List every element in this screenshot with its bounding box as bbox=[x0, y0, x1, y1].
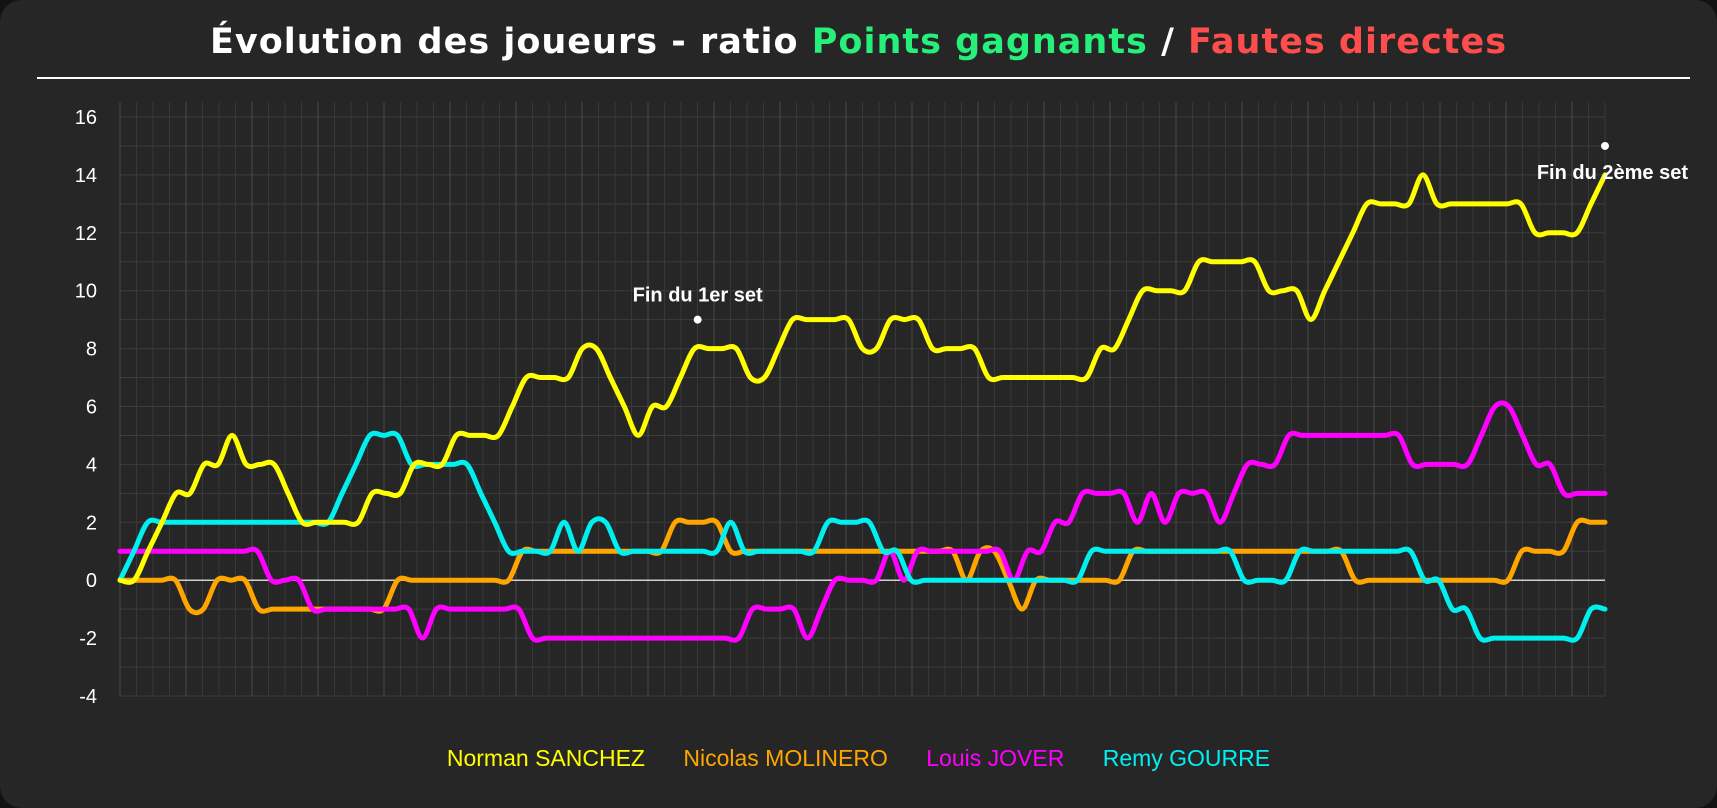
y-tick-label: -2 bbox=[79, 628, 97, 650]
annotation-dot-0 bbox=[693, 315, 702, 324]
title-points-gagnants: Points gagnants bbox=[811, 22, 1148, 62]
legend-item-0[interactable]: Norman SANCHEZ bbox=[446, 745, 645, 771]
title-underline bbox=[37, 77, 1690, 79]
y-tick-label: -4 bbox=[79, 686, 97, 708]
legend: Norman SANCHEZ Nicolas MOLINERO Louis JO… bbox=[0, 745, 1717, 772]
chart-grid bbox=[119, 102, 1606, 697]
y-axis-ticks: 16 14 12 10 8 6 4 2 0 -2 -4 bbox=[75, 107, 97, 708]
y-tick-label: 16 bbox=[75, 107, 97, 129]
title-fautes-directes: Fautes directes bbox=[1188, 22, 1508, 62]
y-tick-label: 8 bbox=[86, 339, 97, 361]
legend-item-3[interactable]: Remy GOURRE bbox=[1102, 745, 1271, 771]
chart-title: Évolution des joueurs - ratio Points gag… bbox=[0, 22, 1717, 62]
series-line-2 bbox=[117, 400, 1608, 643]
annotation-dot-1 bbox=[1601, 141, 1609, 150]
series-line-3 bbox=[117, 430, 1608, 643]
title-part1: Évolution des joueurs - ratio bbox=[209, 22, 812, 62]
series-lines bbox=[117, 172, 1608, 643]
annotation-label-0: Fin du 1er set bbox=[633, 285, 763, 307]
annotation-label-1: Fin du 2ème set bbox=[1537, 162, 1688, 184]
legend-item-1[interactable]: Nicolas MOLINERO bbox=[683, 745, 888, 771]
y-tick-label: 2 bbox=[86, 512, 97, 534]
y-tick-label: 14 bbox=[75, 165, 97, 187]
y-tick-label: 10 bbox=[75, 281, 97, 303]
annotations: Fin du 1er set Fin du 2ème set bbox=[633, 141, 1688, 324]
title-separator: / bbox=[1147, 22, 1189, 62]
legend-item-2[interactable]: Louis JOVER bbox=[926, 745, 1065, 771]
y-tick-label: 4 bbox=[86, 454, 97, 476]
y-tick-label: 0 bbox=[86, 570, 97, 592]
y-tick-label: 12 bbox=[75, 223, 97, 245]
series-line-0 bbox=[117, 172, 1608, 585]
y-tick-label: 6 bbox=[86, 397, 97, 419]
